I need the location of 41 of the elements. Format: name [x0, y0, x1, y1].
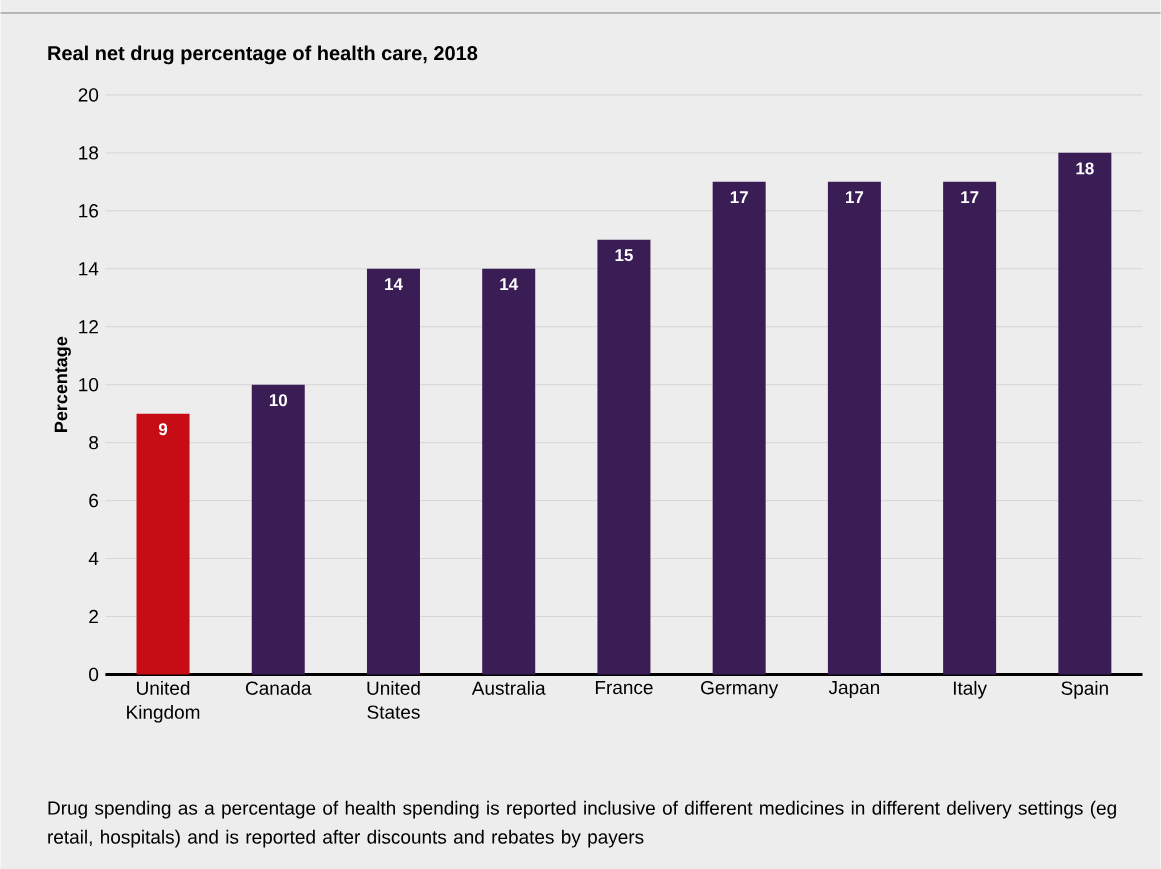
bar	[827, 181, 881, 675]
data-label: 17	[846, 191, 864, 203]
bar	[943, 181, 997, 675]
data-label: 9	[158, 423, 168, 436]
chart-title: Real net drug percentage of health care, 2018	[48, 45, 478, 65]
bar	[366, 268, 420, 675]
bar	[1058, 152, 1112, 675]
bar	[712, 181, 766, 675]
data-label: 18	[1076, 162, 1094, 175]
data-label: 17	[730, 191, 748, 203]
y-tick-label: 0	[89, 667, 99, 682]
y-tick-label: 14	[79, 262, 99, 276]
x-tick-label: Spain	[1061, 680, 1108, 699]
bar	[251, 384, 305, 675]
data-label: 10	[269, 394, 287, 407]
y-tick-label: 8	[89, 435, 99, 450]
data-label: 14	[500, 278, 519, 290]
x-tick-label: United States	[367, 680, 420, 719]
data-label: 17	[961, 191, 979, 203]
x-tick-label: Australia	[471, 680, 546, 695]
y-tick-label: 12	[79, 319, 98, 334]
text: Drug spending as a percentage of health spending is reported inclusive of different medicines in different delivery settings (eg retail, hospitals) and is reported after discounts and rebates by payers	[48, 800, 1116, 848]
y-tick-label: 18	[79, 146, 99, 160]
y-tick-label: 20	[78, 88, 99, 102]
x-tick-label: Germany	[701, 680, 779, 699]
bar	[136, 413, 190, 675]
y-tick-label: 6	[89, 493, 99, 508]
x-tick-label: France	[595, 680, 653, 695]
bar	[482, 268, 536, 675]
y-tick-label: 4	[88, 551, 99, 565]
x-tick-label: United Kingdom	[127, 680, 200, 723]
y-tick-label: 2	[89, 609, 98, 623]
y-axis-title: Percentage	[54, 336, 71, 432]
x-tick-label: Italy	[953, 680, 987, 699]
x-tick-label: Canada	[245, 680, 312, 695]
data-label: 15	[615, 249, 633, 262]
y-tick-label: 10	[79, 377, 99, 392]
y-tick-label: 16	[79, 203, 99, 218]
bar	[597, 239, 651, 675]
x-tick-label: Japan	[828, 680, 880, 698]
data-label: 14	[385, 278, 403, 290]
